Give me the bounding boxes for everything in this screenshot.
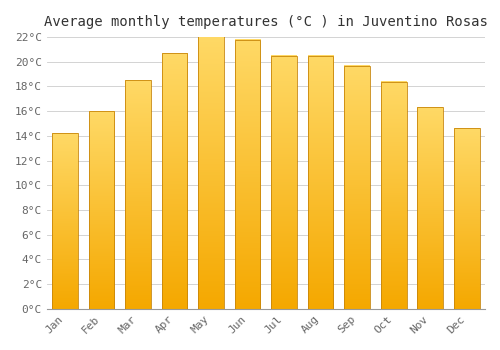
Bar — [418, 107, 443, 309]
Bar — [89, 111, 114, 309]
Bar — [454, 128, 479, 309]
Bar — [198, 36, 224, 309]
Bar — [272, 56, 297, 309]
Bar — [344, 65, 370, 309]
Bar — [126, 80, 151, 309]
Bar — [235, 40, 260, 309]
Title: Average monthly temperatures (°C ) in Juventino Rosas: Average monthly temperatures (°C ) in Ju… — [44, 15, 488, 29]
Bar — [381, 82, 406, 309]
Bar — [162, 53, 188, 309]
Bar — [308, 56, 334, 309]
Bar — [52, 133, 78, 309]
